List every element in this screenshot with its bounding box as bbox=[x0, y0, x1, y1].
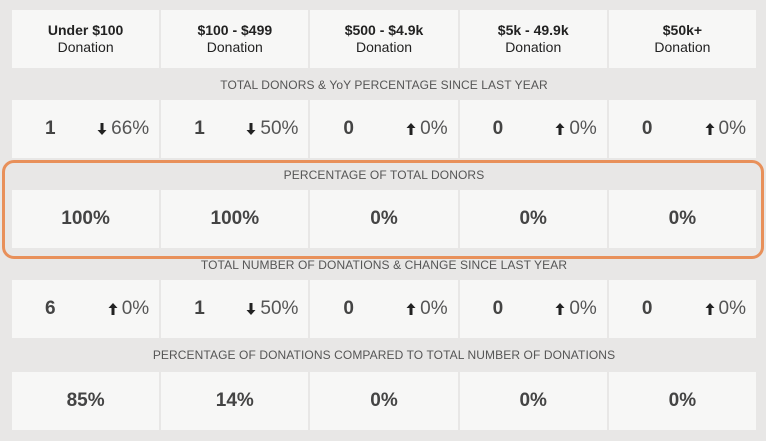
stat-cell: 1 50% bbox=[161, 280, 309, 338]
pct-donations-row: 85% 14% 0% 0% 0% bbox=[12, 372, 757, 430]
pct-donations-section-label: PERCENTAGE OF DONATIONS COMPARED TO TOTA… bbox=[152, 348, 616, 362]
donations-section-label: TOTAL NUMBER OF DONATIONS & CHANGE SINCE… bbox=[200, 258, 568, 272]
arrow-down-icon bbox=[97, 122, 107, 136]
tier-header-5k-49-9k: $5k - 49.9k Donation bbox=[459, 10, 607, 68]
stat-change-percent: 0% bbox=[420, 118, 448, 139]
percent-cell: 0% bbox=[459, 372, 607, 430]
stat-change: 0% bbox=[406, 280, 448, 338]
percent-cell: 0% bbox=[310, 372, 458, 430]
stat-change: 0% bbox=[108, 280, 149, 338]
stat-cell: 1 66% bbox=[12, 100, 160, 158]
tier-header-500-4-9k: $500 - $4.9k Donation bbox=[310, 10, 458, 68]
stat-change-percent: 66% bbox=[111, 118, 150, 139]
arrow-up-icon bbox=[555, 302, 565, 316]
percent-cell: 0% bbox=[608, 372, 757, 430]
tier-header-title: $5k - 49.9k bbox=[497, 22, 569, 38]
tier-header-subtitle: Donation bbox=[654, 39, 711, 55]
donors-row: 1 66% 1 50% 0 0% 0 0% 0 0% bbox=[12, 100, 757, 158]
tier-header-subtitle: Donation bbox=[206, 39, 263, 55]
arrow-up-icon bbox=[555, 122, 565, 136]
percent-cell: 0% bbox=[608, 190, 757, 248]
tier-header-subtitle: Donation bbox=[505, 39, 562, 55]
stat-change: 50% bbox=[246, 100, 298, 158]
arrow-down-icon bbox=[246, 302, 256, 316]
tier-header-50k-plus: $50k+ Donation bbox=[608, 10, 757, 68]
stat-change-percent: 50% bbox=[260, 298, 299, 319]
stat-value: 0 bbox=[492, 298, 504, 319]
stat-change: 0% bbox=[705, 100, 746, 158]
stat-cell: 0 0% bbox=[459, 280, 607, 338]
arrow-up-icon bbox=[406, 302, 416, 316]
stat-change-percent: 0% bbox=[121, 298, 150, 319]
tier-header-title: $50k+ bbox=[662, 22, 703, 38]
stat-cell: 1 50% bbox=[161, 100, 309, 158]
stat-cell: 0 0% bbox=[608, 280, 757, 338]
stat-value: 1 bbox=[194, 298, 205, 319]
stat-value: 0 bbox=[641, 298, 653, 319]
percent-cell: 85% bbox=[12, 372, 160, 430]
stat-value: 0 bbox=[641, 118, 653, 139]
stat-value: 1 bbox=[194, 118, 205, 139]
stat-change: 50% bbox=[246, 280, 298, 338]
tier-header-row: Under $100 Donation $100 - $499 Donation… bbox=[12, 10, 757, 68]
tier-header-title: $100 - $499 bbox=[197, 22, 273, 38]
stat-value: 0 bbox=[492, 118, 504, 139]
stat-cell: 0 0% bbox=[608, 100, 757, 158]
stat-change: 66% bbox=[97, 100, 149, 158]
tier-header-subtitle: Donation bbox=[57, 39, 114, 55]
stat-cell: 0 0% bbox=[310, 100, 458, 158]
stat-change: 0% bbox=[555, 100, 597, 158]
percent-cell: 0% bbox=[459, 190, 607, 248]
percent-cell: 100% bbox=[12, 190, 160, 248]
stat-change-percent: 0% bbox=[718, 118, 747, 139]
stat-change: 0% bbox=[555, 280, 597, 338]
stat-cell: 0 0% bbox=[310, 280, 458, 338]
donations-row: 6 0% 1 50% 0 0% 0 0% 0 0% bbox=[12, 280, 757, 338]
arrow-up-icon bbox=[705, 302, 715, 316]
arrow-up-icon bbox=[108, 302, 118, 316]
tier-header-title: $500 - $4.9k bbox=[344, 22, 424, 38]
arrow-up-icon bbox=[406, 122, 416, 136]
stat-value: 0 bbox=[343, 298, 354, 319]
pct-donors-section-label: PERCENTAGE OF TOTAL DONORS bbox=[283, 168, 485, 182]
stat-cell: 6 0% bbox=[12, 280, 160, 338]
stat-value: 6 bbox=[45, 298, 56, 319]
stat-change-percent: 50% bbox=[260, 118, 299, 139]
arrow-up-icon bbox=[705, 122, 715, 136]
tier-header-title: Under $100 bbox=[47, 22, 124, 38]
percent-cell: 14% bbox=[161, 372, 309, 430]
stat-cell: 0 0% bbox=[459, 100, 607, 158]
tier-header-subtitle: Donation bbox=[355, 39, 413, 55]
stat-change-percent: 0% bbox=[718, 298, 747, 319]
stat-change-percent: 0% bbox=[569, 118, 597, 139]
stat-change: 0% bbox=[705, 280, 746, 338]
stat-value: 0 bbox=[343, 118, 354, 139]
stat-change-percent: 0% bbox=[569, 298, 597, 319]
stat-change: 0% bbox=[406, 100, 448, 158]
stat-change-percent: 0% bbox=[420, 298, 448, 319]
donors-section-label: TOTAL DONORS & YoY PERCENTAGE SINCE LAST… bbox=[220, 78, 548, 92]
pct-donors-row: 100% 100% 0% 0% 0% bbox=[12, 190, 757, 248]
stat-value: 1 bbox=[45, 118, 56, 139]
tier-header-100-499: $100 - $499 Donation bbox=[161, 10, 309, 68]
percent-cell: 100% bbox=[161, 190, 309, 248]
tier-header-under-100: Under $100 Donation bbox=[12, 10, 160, 68]
percent-cell: 0% bbox=[310, 190, 458, 248]
arrow-down-icon bbox=[246, 122, 256, 136]
